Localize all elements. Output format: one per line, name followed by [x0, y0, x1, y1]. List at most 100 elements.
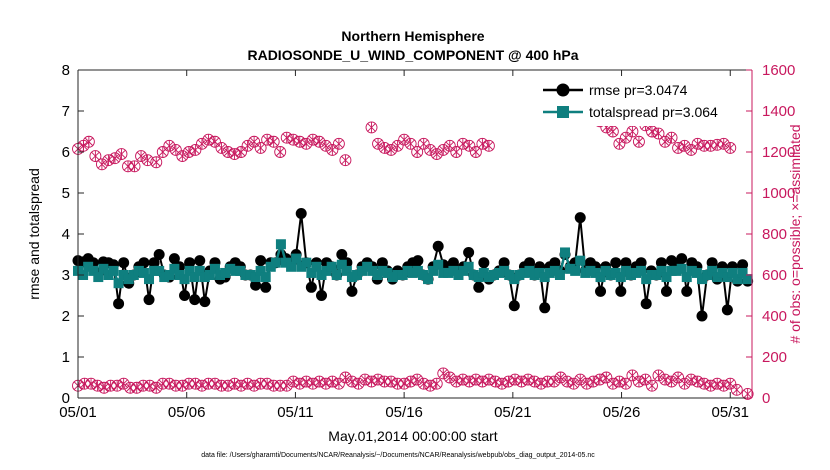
obs-assimilated-point: [647, 380, 657, 392]
rmse-point: [676, 253, 688, 265]
totalspread-point: [696, 274, 707, 285]
rmse-point: [346, 285, 358, 297]
totalspread-point: [346, 272, 357, 283]
obs-assimilated-point: [667, 132, 676, 144]
rmse-point: [153, 249, 165, 260]
totalspread-point: [83, 261, 94, 272]
rmse-point: [412, 255, 424, 267]
totalspread-point: [554, 270, 565, 280]
obs-assimilated-point: [243, 140, 253, 152]
obs-assimilated-point: [719, 138, 729, 150]
x-tick-label: 05/31: [711, 404, 749, 421]
chart-title: Northern Hemisphere: [341, 28, 484, 44]
obs-assimilated-point: [210, 378, 220, 390]
rmse-point: [660, 285, 672, 297]
obs-assimilated-point: [184, 378, 194, 390]
obs-assimilated-point: [484, 374, 494, 386]
totalspread-point: [722, 272, 733, 283]
totalspread-point: [656, 265, 667, 276]
totalspread-point: [341, 265, 352, 276]
totalspread-point: [118, 270, 129, 280]
rmse-point: [305, 281, 317, 293]
obs-assimilated-point: [412, 146, 422, 158]
totalspread-point: [590, 267, 601, 278]
obs-assimilated-point: [634, 376, 644, 388]
obs-assimilated-point: [321, 378, 331, 390]
totalspread-point: [144, 274, 155, 285]
totalspread-point: [702, 270, 713, 280]
totalspread-point: [666, 265, 677, 276]
totalspread-point: [463, 261, 474, 272]
obs-assimilated-point: [360, 374, 370, 386]
obs-assimilated-point: [243, 378, 253, 390]
obs-assimilated-point: [732, 384, 742, 396]
totalspread-point: [184, 265, 195, 276]
obs-assimilated-point: [136, 150, 146, 162]
obs-assimilated-point: [171, 380, 181, 392]
obs-assimilated-point: [451, 146, 461, 158]
y-right-tick-label: 600: [762, 267, 787, 284]
rmse-point: [118, 257, 130, 269]
obs-assimilated-point: [523, 374, 533, 386]
totalspread-point: [636, 265, 647, 276]
obs-assimilated-point: [138, 380, 148, 392]
y-right-tick-label: 200: [762, 349, 787, 366]
x-tick-label: 05/06: [168, 404, 206, 421]
totalspread-point: [727, 267, 738, 278]
obs-assimilated-point: [97, 158, 107, 170]
obs-assimilated-point: [595, 374, 605, 386]
totalspread-point: [260, 272, 271, 283]
totalspread-point: [458, 265, 469, 276]
y-left-tick-label: 6: [62, 144, 70, 161]
obs-assimilated-point: [432, 148, 442, 160]
totalspread-point: [438, 267, 449, 278]
obs-assimilated-point: [275, 380, 285, 392]
rmse-point: [260, 281, 272, 293]
rmse-point: [615, 285, 627, 297]
obs-assimilated-point: [334, 138, 344, 150]
obs-assimilated-point: [491, 376, 500, 388]
totalspread-point: [128, 270, 139, 280]
obs-assimilated-point: [458, 374, 468, 386]
y-right-tick-label: 1600: [762, 62, 795, 79]
totalspread-point: [549, 265, 560, 276]
obs-assimilated-point: [575, 374, 585, 386]
obs-assimilated-point: [497, 378, 507, 390]
obs-assimilated-point: [86, 378, 96, 390]
y-axis-right-label: # of obs: o=possible; ×=assimilated: [787, 124, 803, 343]
totalspread-point: [717, 267, 728, 278]
totalspread-point: [123, 274, 134, 285]
totalspread-point: [169, 263, 180, 274]
y-right-tick-label: 1200: [762, 144, 795, 161]
totalspread-point: [220, 267, 231, 278]
totalspread-point: [149, 265, 160, 276]
rmse-point: [539, 302, 551, 314]
axes: 0 1 2 3 4 5 6 7 8 0 200 400 600 800 1000 1200 1400 1600 05…: [59, 62, 795, 421]
y-left-tick-label: 3: [62, 267, 70, 284]
totalspread-point: [468, 270, 479, 280]
rmse-point: [595, 285, 607, 297]
totalspread-point: [286, 261, 297, 272]
rmse-point: [168, 253, 180, 265]
totalspread-point: [291, 253, 302, 264]
obs-assimilated-point: [125, 382, 135, 394]
obs-assimilated-point: [660, 136, 670, 148]
x-tick-label: 05/11: [277, 404, 313, 421]
rmse-point: [681, 285, 693, 297]
obs-assimilated-point: [177, 380, 187, 392]
obs-assimilated-point: [627, 126, 637, 137]
rmse-point: [620, 257, 632, 269]
totalspread-point: [732, 274, 743, 285]
rmse-point: [138, 257, 150, 269]
obs-assimilated-point: [177, 150, 187, 162]
totalspread-point: [154, 265, 165, 276]
totalspread-point: [423, 274, 434, 285]
totalspread-point: [275, 239, 286, 250]
y-right-tick-label: 400: [762, 308, 787, 325]
obs-assimilated-point: [123, 160, 133, 172]
obs-assimilated-point: [354, 378, 363, 390]
totalspread-point: [615, 272, 626, 283]
obs-assimilated-point: [419, 378, 429, 390]
totalspread-point: [631, 267, 642, 278]
rmse-point: [113, 298, 125, 310]
